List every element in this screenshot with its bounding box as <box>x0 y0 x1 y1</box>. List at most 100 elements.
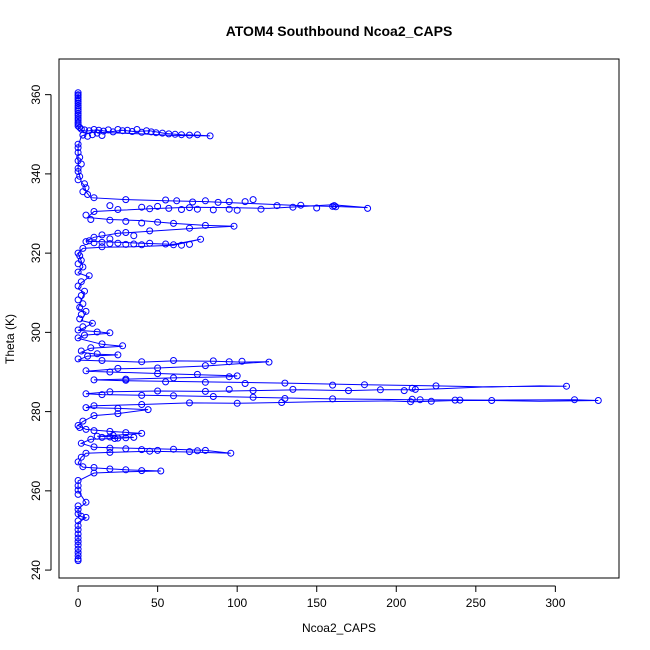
data-point <box>79 263 87 271</box>
data-point <box>98 231 106 239</box>
data-point <box>87 435 95 443</box>
data-point <box>178 131 185 139</box>
data-point <box>138 401 146 408</box>
data-point <box>82 307 90 315</box>
data-point <box>114 126 122 133</box>
data-point <box>106 202 114 210</box>
data-point <box>201 446 209 454</box>
data-point <box>82 390 90 398</box>
data-point <box>77 512 85 520</box>
series-line-0 <box>76 92 599 561</box>
data-point <box>225 373 233 381</box>
data-point <box>74 502 82 510</box>
data-point <box>74 506 82 513</box>
data-point <box>432 382 440 390</box>
data-point <box>84 352 92 360</box>
data-point <box>329 381 337 389</box>
data-point <box>154 370 162 378</box>
data-point <box>400 387 408 395</box>
data-point <box>123 126 131 134</box>
data-point <box>209 357 217 365</box>
data-point <box>74 144 82 152</box>
data-point <box>230 222 238 230</box>
x-tick-label: 250 <box>466 596 486 610</box>
data-point <box>411 385 419 393</box>
data-point <box>157 467 165 475</box>
data-point <box>82 238 90 246</box>
data-point <box>281 379 289 387</box>
data-point <box>451 396 459 404</box>
data-point <box>87 344 95 352</box>
data-point <box>281 395 289 402</box>
data-point <box>257 205 265 213</box>
data-point <box>130 433 138 441</box>
data-point <box>82 425 90 433</box>
data-point <box>249 387 257 395</box>
data-point <box>193 131 201 139</box>
data-point <box>130 240 138 248</box>
data-point <box>488 397 496 404</box>
y-tick-label: 240 <box>29 560 43 580</box>
x-tick-label: 200 <box>386 596 406 610</box>
data-point <box>201 378 209 386</box>
data-point <box>74 552 82 560</box>
data-point <box>82 513 90 521</box>
data-point <box>143 127 150 135</box>
data-point <box>82 404 90 412</box>
data-point <box>74 112 82 120</box>
data-point <box>84 132 92 140</box>
data-point <box>74 334 82 342</box>
data-point <box>173 197 181 205</box>
data-point <box>74 545 82 553</box>
x-axis-label: Ncoa2_CAPS <box>302 621 376 635</box>
data-point <box>238 357 246 365</box>
data-point <box>119 127 127 135</box>
data-point <box>138 203 146 211</box>
data-point <box>90 469 98 477</box>
data-point <box>201 197 209 205</box>
data-point <box>90 376 98 384</box>
data-point <box>170 445 177 453</box>
data-point <box>186 240 193 248</box>
data-point <box>571 396 578 404</box>
data-point <box>209 206 217 214</box>
data-point <box>90 194 98 202</box>
data-point <box>122 376 130 384</box>
data-point <box>265 358 273 366</box>
data-point <box>74 422 82 429</box>
data-point <box>90 412 98 420</box>
data-point <box>154 446 162 454</box>
data-point <box>106 465 114 473</box>
data-point <box>122 429 130 437</box>
data-point <box>106 444 114 452</box>
data-point <box>313 204 321 212</box>
data-point <box>106 235 114 243</box>
data-point <box>278 399 286 406</box>
data-point <box>76 172 84 180</box>
data-point <box>79 417 87 425</box>
data-point <box>416 396 424 404</box>
data-point <box>249 196 257 204</box>
data-point <box>138 429 146 437</box>
data-point <box>74 541 82 549</box>
data-point <box>178 206 185 213</box>
data-point <box>206 132 214 140</box>
data-point <box>74 89 82 97</box>
data-point <box>77 311 85 318</box>
data-point <box>456 396 464 404</box>
data-point <box>106 216 114 224</box>
data-point <box>77 453 85 461</box>
data-point <box>84 191 92 198</box>
data-point <box>193 370 201 378</box>
data-point <box>427 397 435 405</box>
data-point <box>154 218 162 226</box>
data-point <box>193 205 201 213</box>
y-tick-label: 260 <box>29 481 43 501</box>
data-point <box>407 398 415 406</box>
data-point <box>114 206 122 213</box>
data-point <box>76 424 84 431</box>
data-point <box>111 435 119 442</box>
data-point <box>170 357 177 364</box>
chart-title: ATOM4 Southbound Ncoa2_CAPS <box>226 23 453 39</box>
data-point <box>81 331 88 339</box>
